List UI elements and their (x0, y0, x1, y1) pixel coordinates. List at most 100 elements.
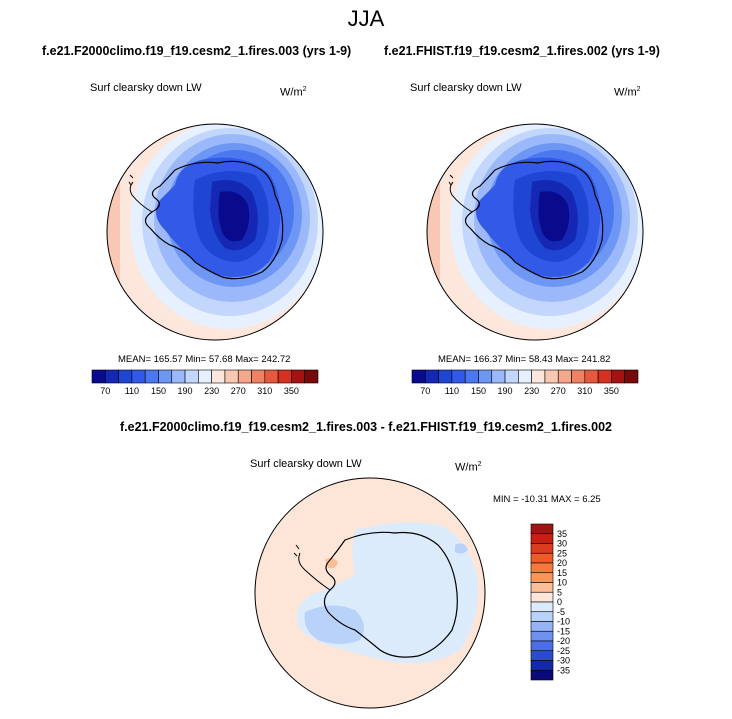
colorbar-swatch (530, 562, 554, 574)
colorbar-tick-label: 70 (420, 386, 430, 396)
colorbar-swatch (304, 369, 319, 384)
difference-title: f.e21.F2000climo.f19_f19.cesm2_1.fires.0… (120, 420, 612, 434)
colorbar-swatch (584, 369, 599, 384)
colorbar-swatch (198, 369, 212, 384)
colorbar-tick-label: 150 (471, 386, 486, 396)
difference-map-outline (254, 477, 486, 709)
colorbar-swatch (544, 369, 559, 384)
right-panel-stats: MEAN= 166.37 Min= 58.43 Max= 241.82 (438, 354, 611, 365)
right-panel-variable-label: Surf clearsky down LW (410, 82, 522, 94)
colorbar-swatch (264, 369, 279, 384)
colorbar-swatch (530, 630, 554, 642)
left-colorbar: 70 110 150 190 230 270 310 350 (91, 369, 319, 396)
figure-title: JJA (347, 6, 385, 31)
colorbar-tick-label: 10 (557, 578, 567, 588)
colorbar-tick-label: 190 (178, 386, 193, 396)
colorbar-tick-label: 5 (557, 587, 562, 597)
right-panel-case-title: f.e21.FHIST.f19_f19.cesm2_1.fires.002 (y… (384, 44, 660, 58)
left-panel-units: W/m2 (280, 86, 307, 99)
colorbar-tick-label: 350 (604, 386, 619, 396)
colorbar-swatch (411, 369, 426, 384)
colorbar-tick-label: 230 (204, 386, 219, 396)
colorbar-swatch (571, 369, 586, 384)
colorbar-tick-label: -5 (557, 607, 565, 617)
right-map-outline (426, 123, 644, 341)
colorbar-swatch (104, 369, 119, 384)
colorbar-swatch (518, 369, 532, 384)
colorbar-swatch (624, 369, 639, 384)
colorbar-swatch (530, 533, 554, 544)
colorbar-swatch (530, 582, 554, 593)
colorbar-swatch (597, 369, 612, 384)
colorbar-swatch (451, 369, 466, 384)
left-panel-case-title: f.e21.F2000climo.f19_f19.cesm2_1.fires.0… (42, 44, 352, 58)
colorbar-swatch (211, 369, 226, 384)
left-panel-variable-label: Surf clearsky down LW (90, 82, 202, 94)
colorbar-tick-label: 270 (231, 386, 246, 396)
colorbar-tick-label: -10 (557, 617, 570, 627)
colorbar-tick-label: 70 (100, 386, 110, 396)
colorbar-swatch (171, 369, 186, 384)
colorbar-tick-label: 110 (445, 386, 459, 396)
colorbar-swatch (464, 369, 479, 384)
colorbar-swatch (530, 660, 554, 671)
colorbar-swatch (530, 601, 554, 613)
difference-stats: MIN = -10.31 MAX = 6.25 (493, 494, 601, 505)
colorbar-swatch (131, 369, 146, 384)
right-colorbar: 70 110 150 190 230 270 310 350 (411, 369, 639, 396)
colorbar-tick-label: 150 (151, 386, 166, 396)
colorbar-tick-label: -30 (557, 656, 570, 666)
colorbar-tick-label: -15 (557, 626, 570, 636)
colorbar-swatch (530, 611, 554, 622)
colorbar-tick-label: 20 (557, 558, 567, 568)
colorbar-tick-label: 0 (557, 597, 562, 607)
colorbar-swatch (144, 369, 159, 384)
colorbar-tick-label: 350 (284, 386, 299, 396)
colorbar-swatch (491, 369, 506, 384)
colorbar-swatch (291, 369, 306, 384)
colorbar-tick-label: 15 (557, 568, 567, 578)
colorbar-swatch (530, 621, 554, 632)
colorbar-swatch (530, 650, 554, 661)
colorbar-tick-label: -20 (557, 636, 570, 646)
colorbar-swatch (530, 543, 554, 554)
difference-variable-label: Surf clearsky down LW (250, 458, 362, 470)
left-map-outline (106, 123, 324, 341)
left-map (107, 124, 323, 340)
right-map (427, 124, 643, 340)
colorbar-tick-label: 35 (557, 529, 567, 539)
right-panel-units: W/m2 (614, 86, 641, 99)
colorbar-tick-label: 30 (557, 539, 567, 549)
colorbar-swatch (184, 369, 199, 384)
difference-map (255, 478, 485, 708)
colorbar-tick-label: 25 (557, 548, 567, 558)
colorbar-tick-label: 310 (257, 386, 272, 396)
colorbar-tick-label: 230 (524, 386, 539, 396)
colorbar-tick-label: 270 (551, 386, 566, 396)
colorbar-tick-label: -35 (557, 665, 570, 675)
colorbar-swatch (91, 369, 106, 384)
colorbar-swatch (251, 369, 266, 384)
difference-units: W/m2 (455, 461, 482, 474)
colorbar-tick-label: -25 (557, 646, 570, 656)
colorbar-swatch (424, 369, 439, 384)
colorbar-tick-label: 190 (498, 386, 513, 396)
colorbar-swatch (557, 369, 572, 384)
colorbar-swatch (530, 552, 554, 564)
colorbar-swatch (277, 369, 292, 384)
colorbar-swatch (237, 369, 252, 384)
colorbar-swatch (531, 369, 546, 384)
colorbar-swatch (438, 369, 453, 384)
colorbar-swatch (530, 640, 554, 652)
colorbar-swatch (158, 369, 173, 384)
colorbar-swatch (530, 572, 554, 583)
left-panel-stats: MEAN= 165.57 Min= 57.68 Max= 242.72 (118, 354, 291, 365)
colorbar-swatch (530, 669, 554, 681)
colorbar-swatch (530, 523, 554, 535)
colorbar-swatch (530, 591, 554, 603)
colorbar-swatch (504, 369, 519, 384)
colorbar-swatch (118, 369, 133, 384)
colorbar-swatch (224, 369, 239, 384)
